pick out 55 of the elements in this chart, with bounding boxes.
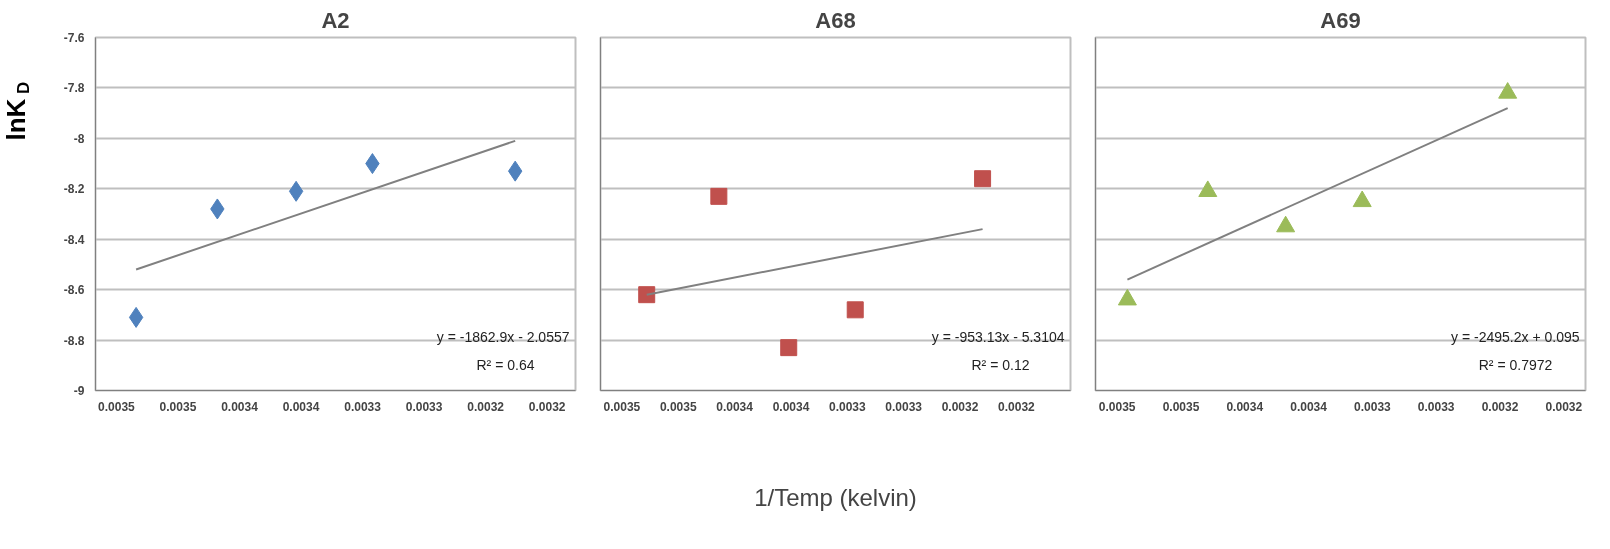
- point: [974, 170, 992, 188]
- annotation: y = -953.13x - 5.3104: [931, 328, 1065, 345]
- x-tick-label: 0.0032: [467, 399, 505, 414]
- point: [1352, 190, 1372, 208]
- x-tick-label: 0.0032: [1545, 399, 1583, 414]
- y-tick-label: -7.6: [63, 31, 85, 45]
- point: [1198, 180, 1218, 197]
- x-tick-label: 0.0032: [528, 399, 566, 414]
- x-tick-label: 0.0034: [1290, 399, 1328, 414]
- y-tick-label: -7.8: [63, 81, 85, 96]
- x-tick-label: 0.0034: [1226, 399, 1264, 414]
- chart-title: A69: [1320, 7, 1361, 33]
- annotation: R² = 0.12: [971, 356, 1030, 373]
- y-tick-label: -8: [73, 131, 85, 146]
- x-tick-label: 0.0034: [716, 399, 754, 414]
- x-tick-label: 0.0035: [1162, 399, 1200, 414]
- x-tick-label: 0.0034: [221, 399, 259, 414]
- annotation: R² = 0.64: [476, 356, 535, 373]
- x-tick-label: 0.0035: [98, 399, 136, 414]
- chart-title: A2: [321, 7, 350, 33]
- x-tick-label: 0.0032: [1481, 399, 1519, 414]
- y-tick-label: -8.4: [63, 232, 85, 247]
- point: [288, 180, 304, 202]
- x-tick-label: 0.0035: [1098, 399, 1136, 414]
- x-tick-label: 0.0035: [159, 399, 197, 414]
- point: [638, 286, 656, 304]
- x-tick-label: 0.0035: [659, 399, 697, 414]
- point: [710, 187, 728, 205]
- point: [1498, 82, 1518, 99]
- x-tick-label: 0.0033: [828, 399, 867, 414]
- point: [780, 339, 798, 357]
- x-tick-label: 0.0034: [772, 399, 810, 414]
- chart-title: A68: [815, 7, 856, 33]
- x-tick-label: 0.0033: [1417, 399, 1455, 414]
- x-tick-label: 0.0032: [941, 399, 979, 414]
- annotation: R² = 0.7972: [1478, 356, 1553, 373]
- annotation: y = -2495.2x + 0.095: [1451, 328, 1580, 345]
- y-tick-label: -8.6: [63, 283, 85, 298]
- x-tick-label: 0.0032: [998, 399, 1036, 414]
- x-tick-label: 0.0034: [282, 399, 320, 414]
- x-tick-label: 0.0033: [405, 399, 443, 414]
- x-tick-label: 0.0033: [885, 399, 923, 414]
- point: [846, 301, 864, 319]
- y-tick-label: -8.2: [63, 182, 85, 197]
- annotation: y = -1862.9x - 2.0557: [436, 328, 570, 345]
- point: [1276, 215, 1296, 233]
- y-axis-title: lnKD: [0, 81, 33, 141]
- point: [1117, 288, 1137, 306]
- y-tick-label: -8.8: [63, 333, 85, 348]
- x-tick-label: 0.0035: [603, 399, 641, 414]
- y-tick-label: -9: [73, 384, 85, 398]
- x-axis-title: 1/Temp (kelvin): [754, 483, 917, 511]
- x-tick-label: 0.0033: [1354, 399, 1392, 414]
- point: [128, 306, 144, 328]
- x-tick-label: 0.0033: [344, 399, 382, 414]
